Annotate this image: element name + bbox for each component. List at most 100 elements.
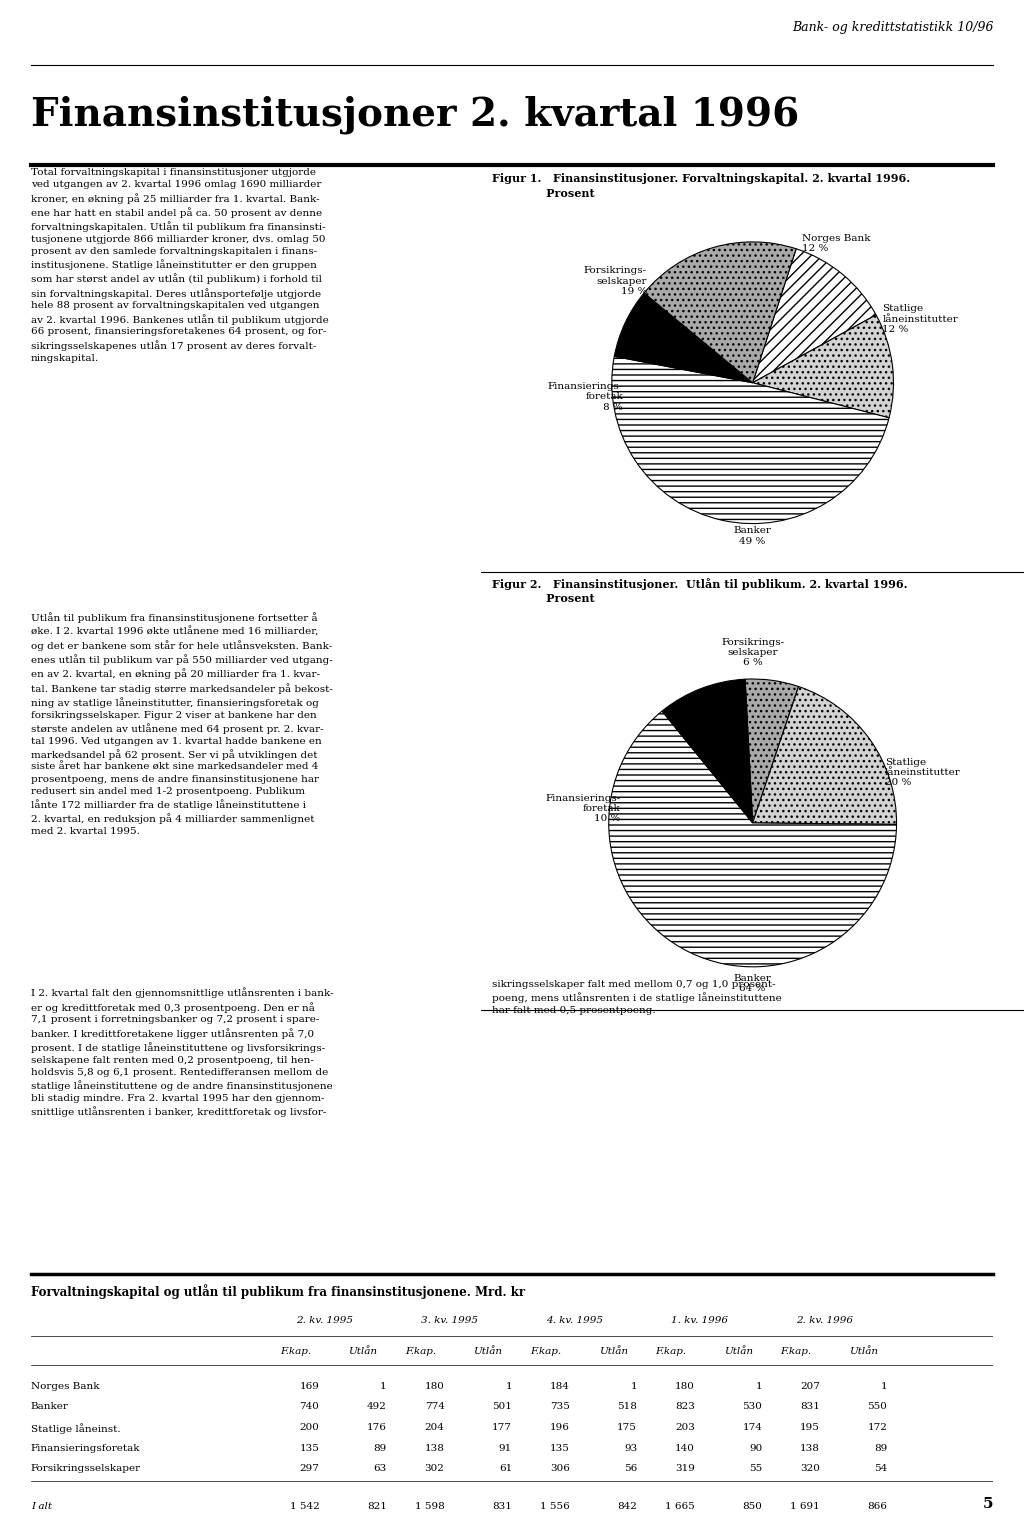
Text: Norges Bank: Norges Bank	[31, 1381, 99, 1390]
Text: 823: 823	[675, 1402, 695, 1412]
Text: 1 665: 1 665	[666, 1502, 695, 1511]
Text: 850: 850	[742, 1502, 762, 1511]
Text: Finansierings-
foretak
8 %: Finansierings- foretak 8 %	[548, 381, 623, 412]
Wedge shape	[745, 680, 799, 824]
Text: Statlige
låneinstitutter
20 %: Statlige låneinstitutter 20 %	[885, 758, 961, 787]
Text: 550: 550	[867, 1402, 888, 1412]
Text: 207: 207	[800, 1381, 820, 1390]
Text: 89: 89	[374, 1444, 387, 1453]
Text: 93: 93	[624, 1444, 637, 1453]
Text: Finansierings-
foretak
10 %: Finansierings- foretak 10 %	[545, 793, 621, 824]
Text: Utlån: Utlån	[473, 1347, 503, 1355]
Text: 306: 306	[550, 1464, 569, 1473]
Text: 1. kv. 1996: 1. kv. 1996	[671, 1315, 728, 1324]
Text: Banker
64 %: Banker 64 %	[734, 974, 771, 994]
Wedge shape	[614, 292, 753, 383]
Wedge shape	[611, 357, 889, 524]
Text: Forsikrings-
selskaper
19 %: Forsikrings- selskaper 19 %	[584, 266, 647, 295]
Text: 1 691: 1 691	[791, 1502, 820, 1511]
Text: Figur 1.   Finansinstitusjoner. Forvaltningskapital. 2. kvartal 1996.
          : Figur 1. Finansinstitusjoner. Forvaltnin…	[492, 173, 909, 199]
Text: 138: 138	[425, 1444, 444, 1453]
Text: 200: 200	[300, 1424, 319, 1431]
Text: 320: 320	[800, 1464, 820, 1473]
Text: 89: 89	[874, 1444, 888, 1453]
Text: 530: 530	[742, 1402, 762, 1412]
Text: 180: 180	[675, 1381, 695, 1390]
Wedge shape	[663, 680, 753, 824]
Text: 774: 774	[425, 1402, 444, 1412]
Text: 90: 90	[749, 1444, 762, 1453]
Text: 63: 63	[374, 1464, 387, 1473]
Text: Utlån: Utlån	[348, 1347, 377, 1355]
Text: Bank- og kredittstatistikk 10/96: Bank- og kredittstatistikk 10/96	[792, 21, 993, 34]
Text: 172: 172	[867, 1424, 888, 1431]
Text: Utlån: Utlån	[849, 1347, 878, 1355]
Text: 204: 204	[425, 1424, 444, 1431]
Text: 1: 1	[631, 1381, 637, 1390]
Text: 169: 169	[300, 1381, 319, 1390]
Text: 180: 180	[425, 1381, 444, 1390]
Text: Total forvaltningskapital i finansinstitusjoner utgjorde
ved utgangen av 2. kvar: Total forvaltningskapital i finansinstit…	[31, 168, 329, 363]
Text: 821: 821	[367, 1502, 387, 1511]
Wedge shape	[753, 315, 894, 418]
Text: Statlige
låneinstitutter
12 %: Statlige låneinstitutter 12 %	[883, 305, 958, 334]
Text: 175: 175	[617, 1424, 637, 1431]
Text: 138: 138	[800, 1444, 820, 1453]
Text: 740: 740	[300, 1402, 319, 1412]
Text: F.kap.: F.kap.	[406, 1347, 436, 1355]
Text: F.kap.: F.kap.	[780, 1347, 811, 1355]
Text: 518: 518	[617, 1402, 637, 1412]
Text: 140: 140	[675, 1444, 695, 1453]
Text: F.kap.: F.kap.	[280, 1347, 311, 1355]
Text: 203: 203	[675, 1424, 695, 1431]
Text: 831: 831	[493, 1502, 512, 1511]
Text: 54: 54	[874, 1464, 888, 1473]
Text: 319: 319	[675, 1464, 695, 1473]
Text: F.kap.: F.kap.	[655, 1347, 686, 1355]
Text: I alt: I alt	[31, 1502, 52, 1511]
Text: 195: 195	[800, 1424, 820, 1431]
Text: 492: 492	[367, 1402, 387, 1412]
Text: 831: 831	[800, 1402, 820, 1412]
Text: 196: 196	[550, 1424, 569, 1431]
Text: Figur 2.   Finansinstitusjoner.  Utlån til publikum. 2. kvartal 1996.
          : Figur 2. Finansinstitusjoner. Utlån til …	[492, 577, 907, 605]
Text: 61: 61	[499, 1464, 512, 1473]
Text: 1: 1	[881, 1381, 888, 1390]
Text: 735: 735	[550, 1402, 569, 1412]
Text: 297: 297	[300, 1464, 319, 1473]
Text: Banker
49 %: Banker 49 %	[734, 527, 771, 547]
Text: I 2. kvartal falt den gjennomsnittlige utlånsrenten i bank-
er og kredittforetak: I 2. kvartal falt den gjennomsnittlige u…	[31, 987, 334, 1118]
Text: 91: 91	[499, 1444, 512, 1453]
Text: Banker: Banker	[31, 1402, 69, 1412]
Text: 135: 135	[550, 1444, 569, 1453]
Text: Utlån: Utlån	[724, 1347, 753, 1355]
Text: 842: 842	[617, 1502, 637, 1511]
Text: Finansieringsforetak: Finansieringsforetak	[31, 1444, 140, 1453]
Text: 1 542: 1 542	[290, 1502, 319, 1511]
Text: 2. kv. 1996: 2. kv. 1996	[797, 1315, 853, 1324]
Wedge shape	[753, 250, 877, 383]
Text: 177: 177	[493, 1424, 512, 1431]
Wedge shape	[644, 242, 797, 383]
Text: 302: 302	[425, 1464, 444, 1473]
Text: 56: 56	[624, 1464, 637, 1473]
Wedge shape	[753, 686, 897, 824]
Text: Forsikringsselskaper: Forsikringsselskaper	[31, 1464, 141, 1473]
Text: 5: 5	[983, 1497, 993, 1511]
Text: Forvaltningskapital og utlån til publikum fra finansinstitusjonene. Mrd. kr: Forvaltningskapital og utlån til publiku…	[31, 1285, 525, 1300]
Text: 1: 1	[380, 1381, 387, 1390]
Text: 176: 176	[367, 1424, 387, 1431]
Wedge shape	[608, 710, 897, 966]
Text: 2. kv. 1995: 2. kv. 1995	[296, 1315, 353, 1324]
Text: 184: 184	[550, 1381, 569, 1390]
Text: Norges Bank
12 %: Norges Bank 12 %	[802, 234, 870, 253]
Text: 174: 174	[742, 1424, 762, 1431]
Text: 866: 866	[867, 1502, 888, 1511]
Text: sikringsselskaper falt med mellom 0,7 og 1,0 prosent-
poeng, mens utlånsrenten i: sikringsselskaper falt med mellom 0,7 og…	[492, 980, 781, 1015]
Text: F.kap.: F.kap.	[530, 1347, 561, 1355]
Text: Utlån til publikum fra finansinstitusjonene fortsetter å
øke. I 2. kvartal 1996 : Utlån til publikum fra finansinstitusjon…	[31, 612, 333, 836]
Text: 1: 1	[506, 1381, 512, 1390]
Text: Finansinstitusjoner 2. kvartal 1996: Finansinstitusjoner 2. kvartal 1996	[31, 95, 799, 135]
Text: Forsikrings-
selskaper
6 %: Forsikrings- selskaper 6 %	[721, 638, 784, 668]
Text: 501: 501	[493, 1402, 512, 1412]
